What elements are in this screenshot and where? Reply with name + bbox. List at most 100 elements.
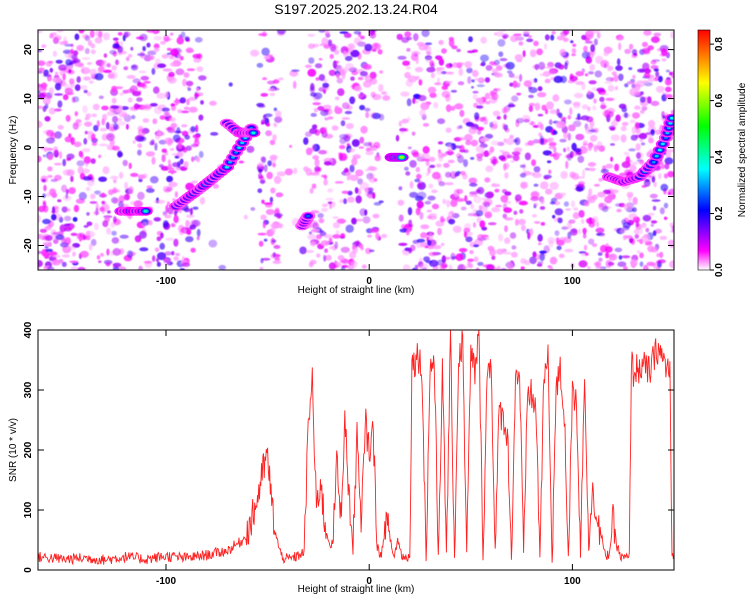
noise-blob [548, 169, 552, 174]
noise-blob [73, 50, 79, 56]
noise-blob [475, 145, 485, 153]
noise-blob [42, 105, 47, 112]
noise-blob [629, 43, 634, 50]
noise-blob [270, 156, 277, 163]
noise-blob [77, 266, 86, 270]
top-x-tick-label: 0 [366, 276, 372, 287]
noise-blob [484, 133, 494, 139]
noise-blob [498, 51, 504, 57]
noise-blob [186, 98, 190, 106]
noise-blob [538, 242, 542, 246]
noise-blob [552, 214, 556, 219]
noise-blob [658, 173, 662, 180]
bottom-x-tick-label: -100 [156, 576, 176, 587]
noise-blob [520, 224, 526, 232]
noise-blob [80, 153, 84, 159]
noise-blob [344, 55, 353, 62]
noise-blob [644, 68, 651, 74]
noise-blob [647, 96, 652, 104]
bottom-x-axis-label: Height of straight line (km) [298, 584, 415, 595]
noise-blob [488, 222, 497, 226]
noise-blob [51, 213, 57, 221]
noise-blob [137, 128, 146, 137]
noise-blob [457, 62, 465, 66]
noise-blob [329, 246, 333, 250]
noise-blob [492, 267, 500, 270]
noise-blob [657, 259, 666, 264]
noise-blob [655, 129, 661, 135]
noise-blob [117, 121, 126, 126]
noise-blob [496, 115, 501, 120]
noise-blob [110, 175, 119, 180]
noise-blob [185, 47, 194, 53]
noise-blob [156, 236, 162, 242]
noise-blob [639, 91, 644, 95]
noise-blob [323, 179, 328, 186]
noise-blob [437, 141, 444, 145]
noise-blob [260, 93, 269, 97]
noise-blob [178, 224, 185, 233]
noise-blob [59, 69, 64, 76]
noise-blob [266, 80, 276, 85]
bottom-y-tick-label: 200 [23, 441, 34, 458]
noise-blob [321, 174, 326, 178]
noise-blob [655, 85, 665, 93]
noise-blob [53, 239, 59, 244]
noise-blob [101, 105, 109, 111]
noise-blob [127, 97, 133, 103]
noise-blob [401, 37, 410, 43]
noise-blob [349, 174, 359, 181]
noise-blob [48, 87, 54, 95]
noise-blob [263, 114, 267, 120]
noise-blob [331, 201, 336, 208]
noise-blob [99, 206, 105, 212]
noise-blob [632, 74, 636, 79]
noise-blob [111, 237, 120, 244]
noise-blob [446, 199, 450, 208]
noise-blob [156, 92, 166, 99]
noise-blob [47, 266, 55, 270]
noise-blob [68, 69, 72, 73]
noise-blob [310, 92, 317, 97]
noise-blob [659, 235, 668, 240]
noise-blob [407, 75, 417, 83]
noise-blob [603, 51, 609, 57]
noise-blob [271, 239, 277, 243]
noise-blob [618, 73, 624, 82]
noise-blob [152, 255, 156, 262]
noise-blob [486, 191, 494, 199]
noise-blob [250, 207, 256, 211]
noise-blob [128, 186, 134, 195]
noise-blob [262, 77, 268, 81]
noise-blob [558, 64, 565, 70]
noise-blob [440, 262, 448, 269]
noise-blob [508, 72, 515, 78]
noise-blob [468, 36, 473, 43]
noise-blob [42, 242, 52, 247]
noise-blob [537, 92, 547, 98]
noise-blob [343, 50, 348, 58]
noise-blob [646, 261, 656, 267]
noise-blob [105, 122, 110, 130]
noise-blob [598, 257, 603, 262]
noise-blob [124, 181, 128, 190]
noise-blob [163, 35, 170, 43]
noise-blob [630, 259, 638, 267]
noise-blob [63, 215, 72, 222]
noise-blob [545, 188, 553, 195]
noise-blob [378, 83, 384, 93]
noise-blob [437, 118, 446, 125]
noise-blob [38, 90, 41, 94]
noise-blob [483, 198, 493, 206]
noise-blob [451, 172, 455, 177]
noise-blob [503, 251, 512, 255]
noise-blob [38, 120, 43, 128]
noise-blob [588, 129, 597, 133]
noise-blob [424, 200, 432, 205]
noise-blob [151, 67, 156, 75]
noise-blob [486, 264, 495, 270]
noise-blob [543, 176, 549, 180]
noise-blob [476, 186, 485, 195]
noise-blob [416, 173, 422, 180]
noise-blob [145, 188, 155, 193]
